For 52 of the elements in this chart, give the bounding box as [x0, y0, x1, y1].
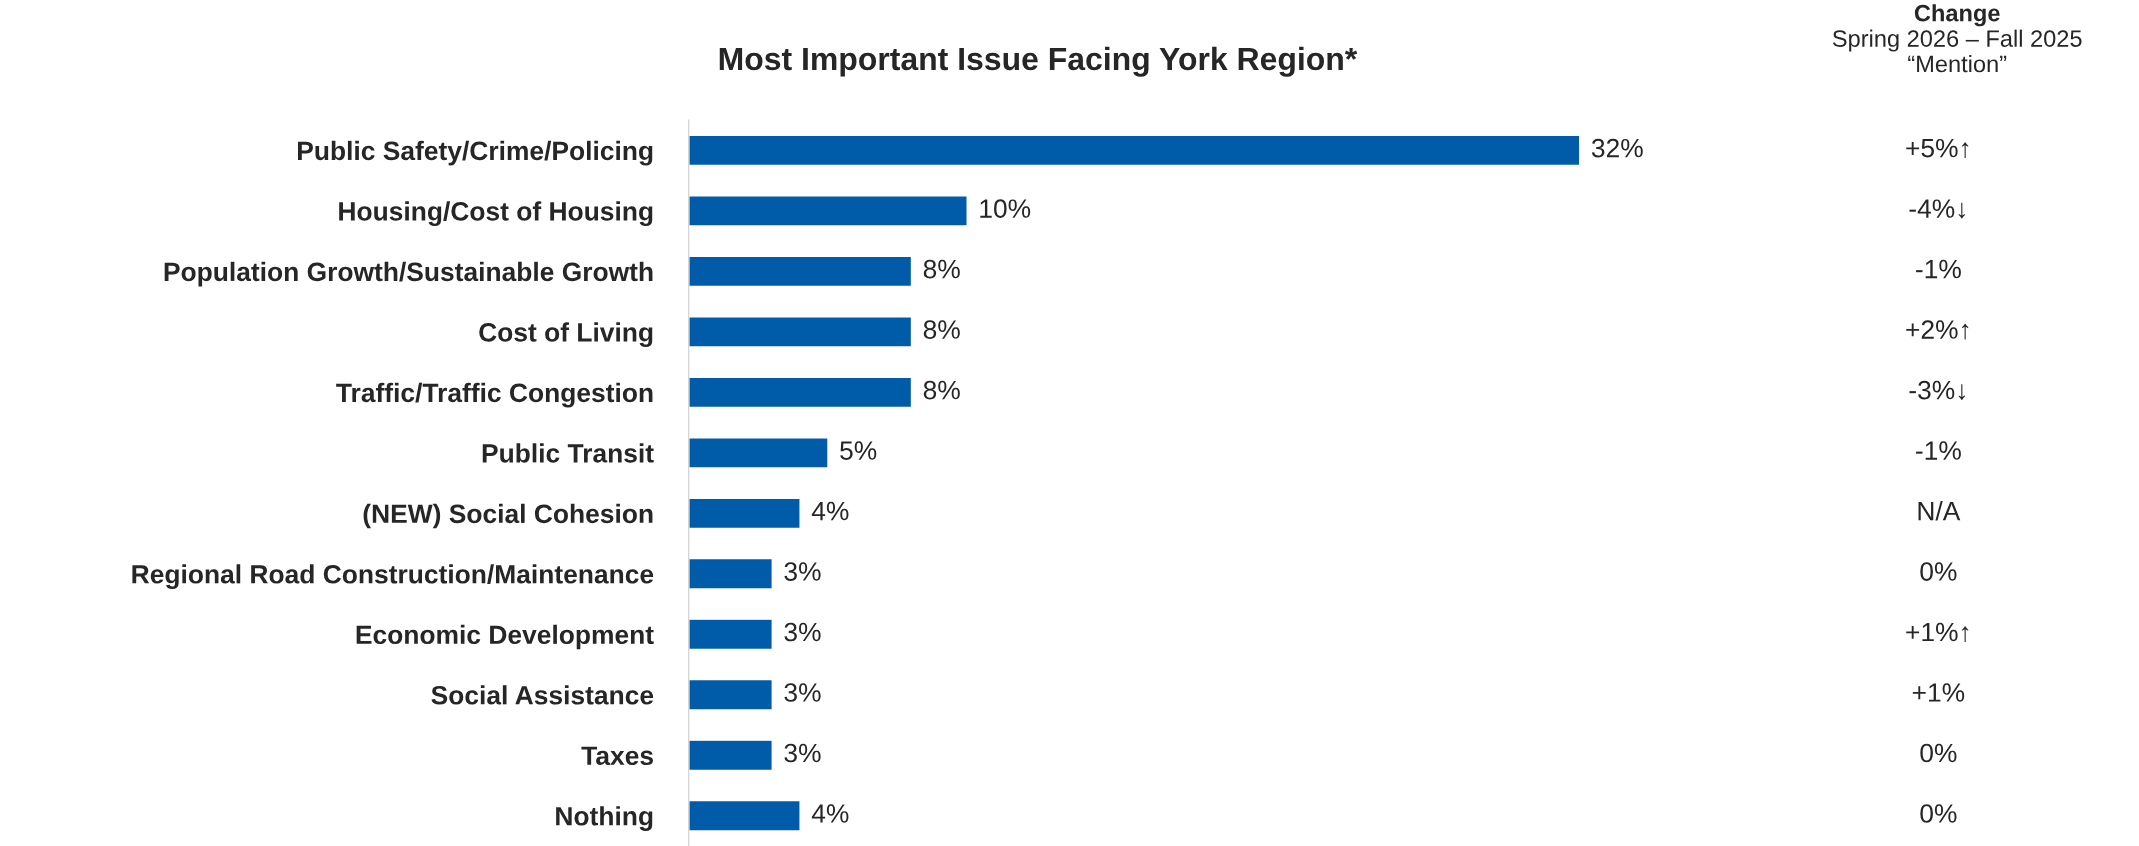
- y-tick-label: Social Assistance: [431, 685, 654, 705]
- text: -1%: [1916, 441, 1961, 460]
- text: +1%↑: [1906, 622, 1969, 642]
- text: 0%: [1920, 562, 1957, 581]
- bar: [688, 134, 1581, 167]
- y-tick-label: Economic Development: [356, 624, 654, 650]
- y-tick-label: Nothing: [556, 806, 653, 831]
- bar: [688, 678, 773, 711]
- text: -4%↓: [1909, 199, 1965, 219]
- data-label: 3%: [784, 683, 821, 702]
- text: -3%↓: [1909, 380, 1965, 400]
- data-label: 3%: [784, 622, 821, 642]
- text: Change: [1914, 4, 2000, 27]
- y-tick-label: Regional Road Construction/Maintenance: [132, 564, 654, 589]
- chart-title: Most Important Issue Facing York Region*: [719, 46, 1358, 77]
- text: N/A: [1918, 501, 1961, 521]
- bar: [688, 557, 773, 590]
- bar: [688, 376, 913, 409]
- y-tick-label: Housing/Cost of Housing: [339, 201, 653, 227]
- y-tick-label: Cost of Living: [479, 322, 653, 347]
- text: Spring 2026 – Fall 2025: [1832, 29, 2082, 52]
- text: 0%: [1920, 804, 1957, 823]
- data-label: 3%: [784, 562, 821, 581]
- y-tick-label: (NEW) Social Cohesion: [363, 503, 653, 529]
- y-tick-label: Taxes: [581, 746, 653, 766]
- bar: [688, 437, 829, 469]
- y-tick-label: Public Transit: [482, 443, 654, 463]
- data-label: 32%: [1591, 138, 1643, 158]
- bar: [688, 618, 773, 651]
- data-label: 4%: [811, 501, 849, 521]
- bar: [688, 497, 801, 530]
- data-label: 3%: [784, 743, 821, 763]
- data-label: 8%: [923, 320, 960, 339]
- y-tick-label: Traffic/Traffic Congestion: [336, 382, 653, 408]
- bar: [688, 316, 913, 348]
- bar: [688, 195, 968, 227]
- text: “Mention”: [1908, 54, 2007, 73]
- y-tick-label: Population Growth/Sustainable Growth: [164, 261, 653, 287]
- y-tick-label: Public Safety/Crime/Policing: [298, 140, 653, 166]
- text: +5%↑: [1906, 138, 1969, 158]
- data-label: 8%: [923, 259, 960, 279]
- data-label: 4%: [811, 804, 849, 823]
- text: -1%: [1916, 259, 1961, 279]
- data-label: 5%: [840, 441, 877, 460]
- text: 0%: [1920, 743, 1957, 763]
- bar: [688, 739, 773, 772]
- bar: [688, 255, 913, 288]
- data-label: 10%: [980, 199, 1031, 218]
- data-label: 8%: [923, 380, 960, 400]
- text: +1%: [1912, 683, 1965, 702]
- text: +2%↑: [1906, 320, 1969, 340]
- bar: [688, 799, 801, 832]
